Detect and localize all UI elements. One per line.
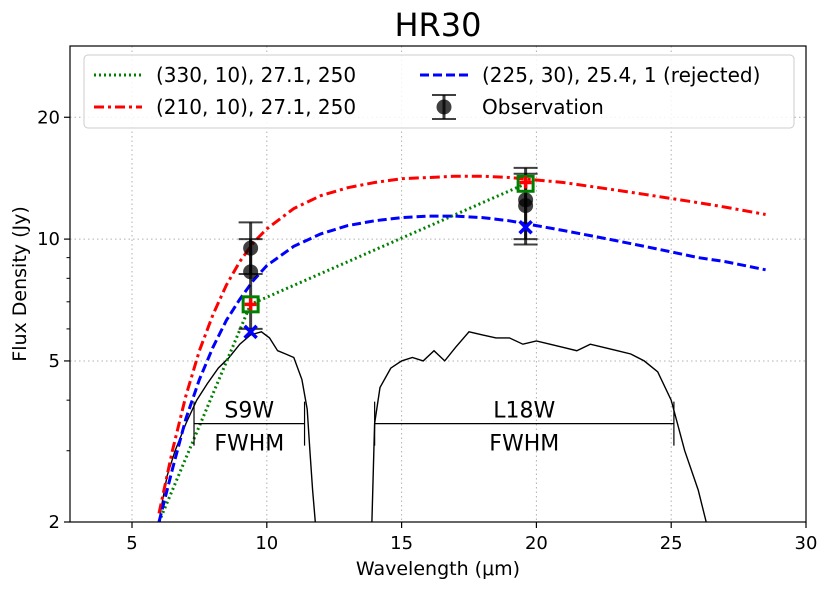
series-line (157, 182, 527, 522)
y-tick-label: 20 (37, 107, 60, 128)
plot-frame (69, 45, 807, 523)
legend-label: Observation (482, 95, 604, 119)
x-axis-title: Wavelength (μm) (356, 558, 520, 580)
fwhm-label: FWHM (214, 432, 284, 457)
series-line (157, 214, 766, 522)
x-tick-label: 20 (525, 533, 548, 554)
x-tick-label: 15 (390, 533, 413, 554)
x-tick-label: 25 (660, 533, 683, 554)
y-axis-title: Flux Density (Jy) (9, 206, 31, 361)
filter-name-label: L18W (493, 399, 555, 424)
model-plus-marker (519, 176, 532, 189)
legend: (330, 10), 27.1, 250 (210, 10), 27.1, 250… (83, 54, 795, 129)
y-tick-label: 10 (37, 229, 60, 250)
chart-title: HR30 (394, 6, 481, 44)
x-tick-label: 30 (795, 533, 818, 554)
series-line (157, 174, 766, 514)
observations (238, 166, 538, 330)
y-tick-label: 5 (49, 351, 60, 372)
legend-label: (225, 30), 25.4, 1 (rejected) (482, 63, 760, 87)
filter-response-l18w (371, 331, 707, 522)
model-square-marker (516, 174, 535, 193)
x-tick-label: 5 (126, 533, 137, 554)
filter-name-label: S9W (224, 399, 274, 424)
filter-responses (158, 331, 707, 522)
x-tick-label: 10 (255, 533, 278, 554)
legend-label: (330, 10), 27.1, 250 (156, 63, 356, 87)
model-points (241, 174, 535, 340)
filter-labels: S9W FWHM L18W FWHM (193, 399, 675, 457)
fwhm-label: FWHM (489, 432, 559, 457)
model-x-marker (243, 324, 258, 340)
model-square-marker (241, 295, 260, 314)
model-plus-marker (244, 298, 257, 311)
legend-label: (210, 10), 27.1, 250 (156, 95, 356, 119)
legend-swatch-marker (436, 99, 452, 115)
observation-point (518, 198, 534, 214)
model-x-marker (518, 219, 533, 235)
y-tick-label: 2 (49, 512, 60, 533)
observation-point (243, 264, 259, 280)
legend-box (83, 54, 795, 129)
